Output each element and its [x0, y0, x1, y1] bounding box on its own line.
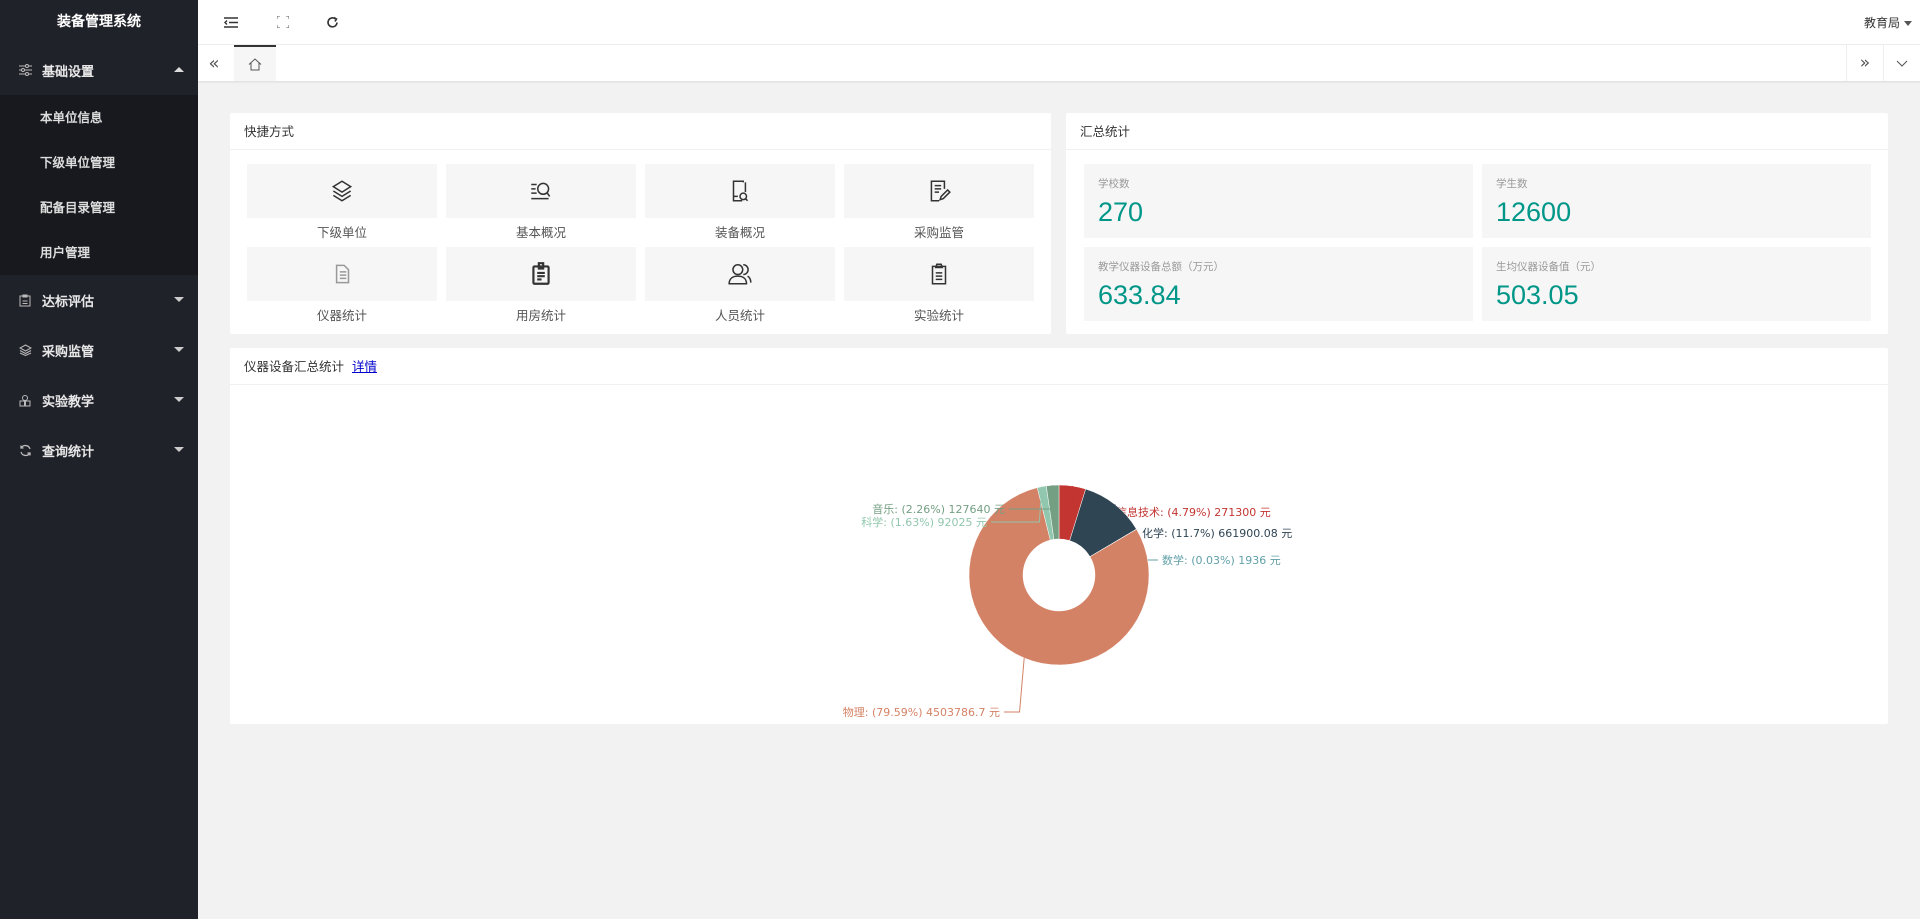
caret-down-icon [174, 447, 184, 452]
menu-label: 采购监管 [42, 344, 95, 360]
pie-label-5: 音乐: (2.26%) 127640 元 [872, 502, 1005, 516]
stat-value: 12600 [1496, 197, 1572, 227]
equipment-title: 仪器设备汇总统计 [244, 359, 345, 374]
submenu-item-catalog-management[interactable]: 配备目录管理 [40, 200, 116, 215]
summary-title: 汇总统计 [1066, 113, 1888, 150]
label-line-5 [1009, 485, 1054, 510]
top-header: 教育局 [198, 0, 1920, 45]
stat-label: 学校数 [1098, 178, 1130, 190]
book-search-icon [732, 180, 749, 202]
details-link[interactable]: 详情 [352, 359, 378, 374]
tile-staff-stats[interactable]: 人员统计 [645, 247, 835, 324]
user-name: 教育局 [1863, 16, 1900, 30]
flask-icon [18, 393, 32, 407]
tile-label: 用房统计 [515, 308, 566, 323]
scroll-tabs-left-icon[interactable]: « [208, 52, 220, 74]
tile-procurement[interactable]: 采购监管 [844, 164, 1034, 241]
tab-options-chevron-icon[interactable] [1883, 45, 1920, 81]
sliders-icon [18, 63, 32, 77]
tile-subunits[interactable]: 下级单位 [247, 164, 437, 241]
stat-student-count: 学生数 12600 [1482, 164, 1871, 238]
menu-basic-settings[interactable]: 基础设置 [0, 45, 198, 95]
menu-procurement[interactable]: 采购监管 [0, 325, 198, 375]
tile-label: 下级单位 [316, 225, 367, 240]
summary-card: 汇总统计 学校数 270 学生数 12600 教学仪器设备总额（万元） 633.84 … [1066, 113, 1888, 334]
stat-label: 学生数 [1496, 178, 1528, 190]
tile-label: 人员统计 [714, 308, 765, 323]
stat-equipment-total: 教学仪器设备总额（万元） 633.84 [1084, 247, 1473, 321]
stat-value: 633.84 [1098, 280, 1181, 310]
submenu-item-unit-info[interactable]: 本单位信息 [40, 110, 103, 125]
menu-experiment-teaching[interactable]: 实验教学 [0, 375, 198, 425]
fullscreen-icon[interactable] [273, 12, 293, 32]
home-icon [248, 57, 262, 70]
document-list-icon [335, 264, 350, 284]
shortcuts-title: 快捷方式 [230, 113, 1051, 150]
stat-school-count: 学校数 270 [1084, 164, 1473, 238]
menu-label: 实验教学 [42, 394, 95, 410]
tile-basic-overview[interactable]: 基本概况 [446, 164, 636, 241]
badge-icon [532, 262, 550, 285]
search-list-icon [531, 182, 551, 200]
label-line-4 [991, 486, 1043, 523]
caret-down-icon [174, 397, 184, 402]
caret-up-icon [174, 67, 184, 72]
caret-down-icon [174, 347, 184, 352]
label-line-3 [1004, 657, 1025, 713]
submenu-item-subunit-management[interactable]: 下级单位管理 [40, 155, 116, 170]
caret-down-icon [1904, 21, 1912, 26]
equipment-summary-card: 仪器设备汇总统计 详情 信息技术: (4.79%) 271300 元化学: (11… [230, 348, 1888, 724]
collapse-menu-icon[interactable] [221, 12, 241, 32]
menu-query-statistics[interactable]: 查询统计 [0, 425, 198, 475]
tab-home[interactable] [234, 45, 276, 81]
tile-equipment-overview[interactable]: 装备概况 [645, 164, 835, 241]
pie-label-4: 科学: (1.63%) 92025 元 [861, 515, 987, 529]
pie-label-2: 数学: (0.03%) 1936 元 [1162, 553, 1281, 567]
stat-value: 503.05 [1496, 280, 1579, 310]
menu-label: 达标评估 [42, 294, 95, 310]
shortcuts-card: 快捷方式 下级单位 基本概况 装备概况 采购监管 仪器统计 用房统计 人员统计 … [230, 113, 1051, 334]
tile-label: 仪器统计 [316, 308, 367, 323]
user-dropdown[interactable]: 教育局 [1864, 14, 1912, 31]
submenu-item-user-management[interactable]: 用户管理 [40, 245, 91, 260]
layers-icon [331, 180, 353, 202]
tile-instrument-stats[interactable]: 仪器统计 [247, 247, 437, 324]
stat-label: 教学仪器设备总额（万元） [1098, 261, 1224, 273]
clipboard-icon [931, 263, 947, 285]
pie-label-0: 信息技术: (4.79%) 271300 元 [1116, 505, 1271, 519]
tab-bar: « » [198, 45, 1920, 81]
layers-icon [18, 343, 32, 357]
pie-label-3: 物理: (79.59%) 4503786.7 元 [843, 705, 1000, 719]
stat-label: 生均仪器设备值（元） [1496, 261, 1601, 273]
stat-value: 270 [1098, 197, 1144, 227]
clipboard-icon [18, 293, 32, 307]
pie-label-1: 化学: (11.7%) 661900.08 元 [1142, 526, 1292, 540]
pie-slice-5[interactable] [1046, 484, 1060, 540]
tile-room-stats[interactable]: 用房统计 [446, 247, 636, 324]
tile-label: 基本概况 [515, 225, 566, 240]
submenu-basic-settings: 本单位信息 下级单位管理 配备目录管理 用户管理 [0, 95, 198, 275]
equipment-pie-chart: 信息技术: (4.79%) 271300 元化学: (11.7%) 661900… [843, 484, 1292, 719]
menu-label: 查询统计 [42, 444, 95, 460]
tile-label: 实验统计 [913, 308, 964, 323]
pie-slice-3[interactable] [968, 487, 1150, 666]
menu-label: 基础设置 [42, 64, 95, 80]
sidebar: 装备管理系统 基础设置 本单位信息 下级单位管理 配备目录管理 用户管理 达标评… [0, 0, 198, 919]
caret-down-icon [174, 297, 184, 302]
tile-experiment-stats[interactable]: 实验统计 [844, 247, 1034, 324]
edit-doc-icon [930, 180, 951, 202]
stat-per-student-value: 生均仪器设备值（元） 503.05 [1482, 247, 1871, 321]
tile-label: 采购监管 [913, 225, 964, 240]
scroll-tabs-right-icon[interactable]: » [1846, 45, 1883, 81]
users-icon [728, 264, 752, 285]
menu-compliance[interactable]: 达标评估 [0, 275, 198, 325]
refresh-icon [18, 443, 32, 457]
tile-label: 装备概况 [714, 225, 765, 240]
refresh-icon[interactable] [322, 12, 342, 32]
app-title: 装备管理系统 [57, 14, 141, 30]
